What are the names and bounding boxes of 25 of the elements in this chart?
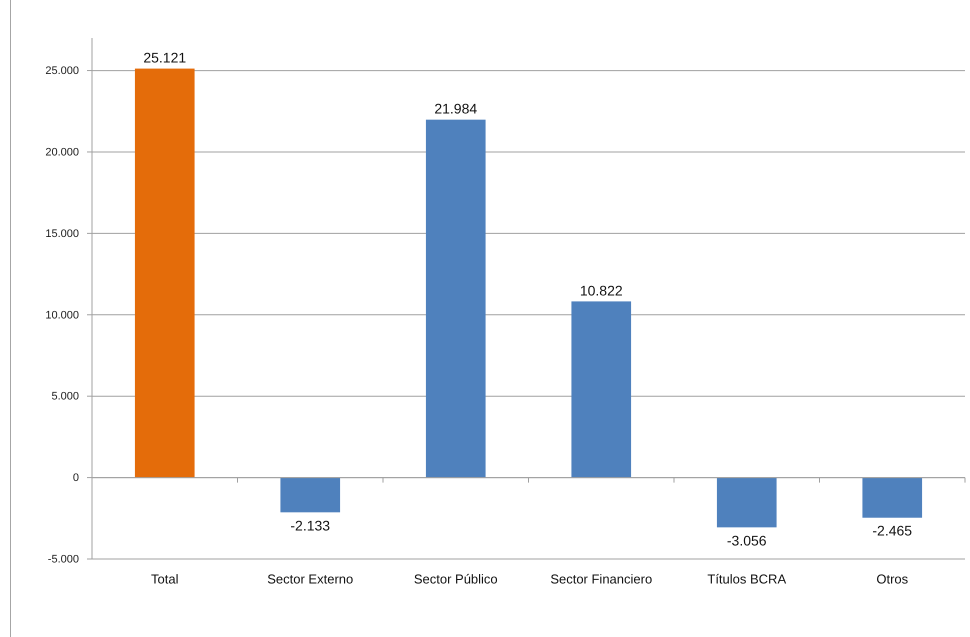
y-tick-label: 10.000 — [45, 309, 79, 322]
x-tick-label: Otros — [876, 572, 909, 587]
bar — [571, 301, 632, 478]
data-label: 21.984 — [434, 100, 478, 117]
x-tick-label: Total — [151, 572, 179, 587]
x-tick-label: Sector Externo — [267, 572, 354, 587]
data-label: -2.465 — [872, 522, 912, 539]
y-tick-label: -5.000 — [48, 554, 79, 566]
bar — [426, 120, 486, 478]
bar — [862, 478, 922, 518]
data-label: -2.133 — [290, 517, 330, 534]
data-label: -3.056 — [726, 532, 767, 548]
x-tick-label: Títulos BCRA — [707, 572, 786, 587]
bar — [134, 68, 195, 478]
y-tick-label: 20.000 — [45, 146, 79, 158]
x-tick-label: Sector Financiero — [550, 572, 652, 587]
y-tick-label: 25.000 — [45, 65, 79, 78]
data-label: 25.121 — [143, 50, 186, 66]
y-tick-label: 15.000 — [45, 228, 79, 240]
bar — [280, 478, 340, 512]
y-tick-label: 5.000 — [51, 390, 79, 403]
x-tick-label: Sector Público — [414, 572, 498, 587]
data-label: 10.822 — [580, 282, 623, 298]
y-tick-label: 0 — [72, 472, 79, 484]
bar — [716, 478, 777, 528]
